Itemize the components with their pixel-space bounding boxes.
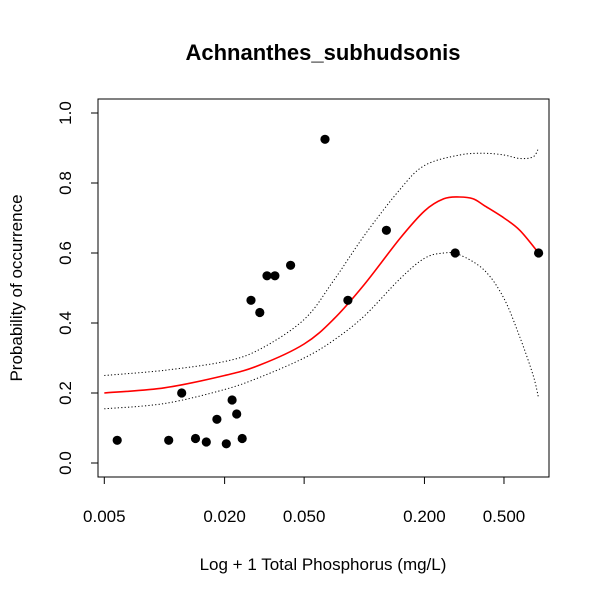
x-axis: 0.005 0.020 0.050 0.200 0.500	[83, 476, 526, 526]
data-point	[381, 225, 391, 235]
confidence-band	[104, 147, 540, 410]
data-point	[343, 295, 353, 305]
data-point	[201, 437, 211, 447]
data-point	[112, 435, 122, 445]
y-tick-label: 0.8	[56, 171, 75, 195]
data-point	[534, 248, 544, 258]
data-point	[246, 295, 256, 305]
x-tick-label: 0.020	[203, 507, 246, 526]
fitted-curve	[104, 196, 540, 394]
data-point	[227, 395, 237, 405]
x-tick-label: 0.500	[483, 507, 526, 526]
ci-upper-line	[104, 147, 540, 376]
data-point	[190, 433, 201, 444]
data-point	[255, 307, 265, 318]
fit-line	[104, 196, 540, 394]
data-point	[237, 433, 247, 444]
data-point	[221, 439, 231, 449]
data-point	[164, 435, 174, 445]
chart-title: Achnanthes_subhudsonis	[185, 40, 460, 65]
data-point	[320, 134, 330, 144]
x-tick-label: 0.050	[283, 507, 326, 526]
data-point	[286, 260, 296, 270]
observation-points	[112, 134, 544, 449]
y-axis-label: Probability of occurrence	[7, 194, 26, 381]
data-point	[270, 271, 280, 281]
data-point	[262, 271, 272, 281]
y-tick-label: 0.0	[56, 451, 75, 475]
y-tick-label: 1.0	[56, 101, 75, 125]
y-tick-label: 0.2	[56, 381, 75, 405]
data-point	[450, 248, 460, 258]
x-axis-label: Log + 1 Total Phosphorus (mg/L)	[200, 555, 447, 574]
data-point	[232, 409, 242, 419]
y-tick-label: 0.4	[56, 311, 75, 335]
x-tick-label: 0.200	[403, 507, 446, 526]
y-tick-label: 0.6	[56, 241, 75, 265]
data-point	[177, 388, 187, 398]
data-point	[212, 414, 222, 424]
ci-lower-line	[104, 252, 540, 410]
x-tick-label: 0.005	[83, 507, 126, 526]
y-axis: 0.0 0.2 0.4 0.6 0.8 1.0	[56, 101, 99, 475]
plot-frame	[97, 98, 550, 478]
